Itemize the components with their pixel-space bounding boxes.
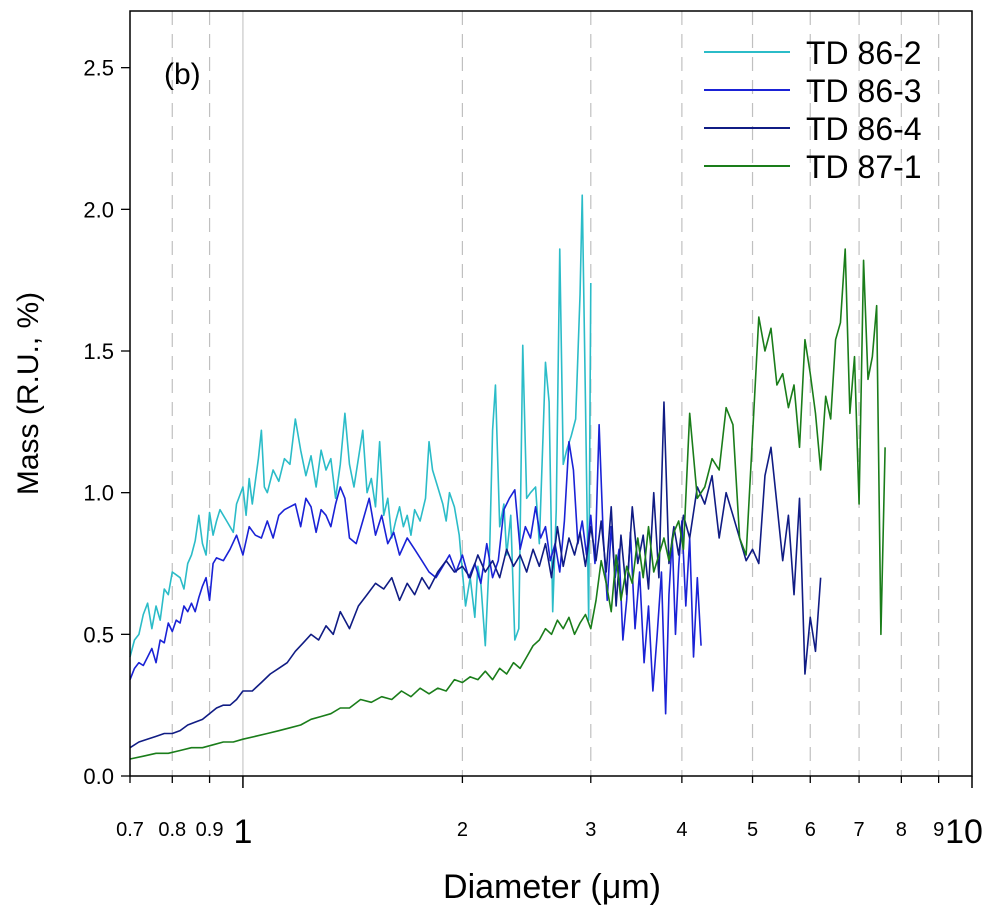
series-layer	[129, 194, 886, 760]
y-tick-label: 0.5	[83, 622, 114, 647]
x-minor-tick-label: 0.8	[158, 819, 186, 841]
y-axis: 0.0 0.5 1.0 1.5 2.0 2.5	[83, 56, 130, 789]
y-tick-label: 1.5	[83, 339, 114, 364]
legend: TD 86-2TD 86-3TD 86-4TD 87-1	[704, 35, 922, 185]
legend-label: TD 87-1	[806, 149, 922, 185]
x-minor-tick-label: 8	[896, 819, 907, 841]
series-line-4	[129, 248, 886, 760]
y-axis-title: Mass (R.U., %)	[12, 292, 45, 495]
y-tick-label: 2.0	[83, 197, 114, 222]
x-minor-tick-label: 0.7	[116, 819, 144, 841]
x-minor-tick-label: 4	[676, 819, 687, 841]
series-line-1	[129, 194, 592, 658]
x-minor-tick-label: 0.9	[196, 819, 224, 841]
y-tick-label: 0.0	[83, 764, 114, 789]
x-minor-tick-label: 7	[854, 819, 865, 841]
panel-label: (b)	[164, 58, 201, 91]
x-major-tick-label: 10	[945, 813, 983, 851]
x-minor-tick-label: 5	[747, 819, 758, 841]
legend-label: TD 86-2	[806, 35, 922, 71]
x-minor-tick-label: 6	[805, 819, 816, 841]
series-line-2	[129, 423, 702, 715]
x-axis-title: Diameter (μm)	[443, 868, 661, 906]
y-tick-label: 2.5	[83, 56, 114, 81]
legend-label: TD 86-3	[806, 73, 922, 109]
x-minor-tick-label: 2	[457, 819, 468, 841]
x-minor-tick-label: 9	[933, 819, 944, 841]
x-axis: 0.7 0.8 0.9 2 3 4 5 6 7 8 9 1 10	[116, 776, 983, 851]
legend-label: TD 86-4	[806, 111, 922, 147]
x-major-tick-label: 1	[233, 813, 252, 851]
x-minor-tick-label: 3	[585, 819, 596, 841]
plot-frame	[129, 10, 973, 777]
y-tick-label: 1.0	[83, 481, 114, 506]
series-line-3	[129, 401, 822, 749]
